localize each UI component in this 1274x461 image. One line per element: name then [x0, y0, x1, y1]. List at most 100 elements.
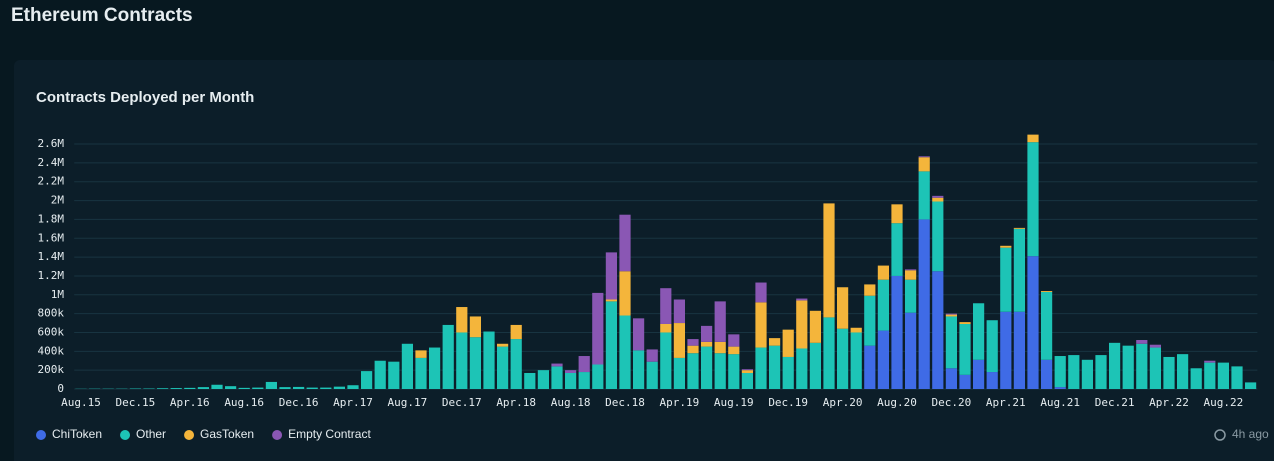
- bar-segment: [401, 343, 413, 389]
- bar-segment: [1081, 359, 1093, 389]
- bar-segment: [510, 339, 522, 389]
- bar-segment: [1000, 311, 1012, 389]
- bar-segment: [619, 214, 631, 272]
- bar-segment: [1109, 342, 1121, 389]
- refresh-icon[interactable]: [1214, 429, 1226, 441]
- bar-segment: [170, 388, 182, 389]
- bar-segment: [415, 357, 427, 389]
- bar-segment: [796, 300, 808, 349]
- bar-segment: [320, 387, 332, 389]
- bar-segment: [973, 303, 985, 360]
- bar-segment: [456, 332, 468, 389]
- legend-label[interactable]: Empty Contract: [288, 427, 371, 441]
- bar-segment: [782, 329, 794, 357]
- bar-segment: [1013, 227, 1025, 229]
- bar-segment: [728, 354, 740, 389]
- bar-segment: [1136, 340, 1148, 344]
- x-tick-label: Apr.21: [986, 396, 1026, 409]
- bar-segment: [755, 282, 767, 303]
- bar-segment: [932, 195, 944, 198]
- legend-label[interactable]: ChiToken: [52, 427, 102, 441]
- bar-segment: [1054, 356, 1066, 388]
- bar-segment: [374, 360, 386, 389]
- bar-segment: [864, 295, 876, 346]
- bar-segment: [605, 301, 617, 389]
- bar-segment: [891, 275, 903, 389]
- bar-segment: [945, 316, 957, 369]
- x-tick-label: Dec.15: [116, 396, 156, 409]
- x-tick-label: Aug.21: [1040, 396, 1080, 409]
- bar-segment: [565, 370, 577, 373]
- bar-segment: [1095, 355, 1107, 389]
- bar-segment: [660, 332, 672, 389]
- bar-segment: [823, 317, 835, 389]
- bar-segment: [796, 298, 808, 301]
- y-tick-label: 2M: [51, 194, 65, 207]
- bar-segment: [755, 302, 767, 348]
- bar-segment: [864, 345, 876, 389]
- bar-segment: [918, 171, 930, 220]
- bar-segment: [537, 370, 549, 389]
- bar-segment: [673, 299, 685, 324]
- bar-segment: [701, 346, 713, 389]
- bar-segment: [1217, 362, 1229, 389]
- legend-label[interactable]: Other: [136, 427, 166, 441]
- updated-label: 4h ago: [1232, 427, 1269, 441]
- bar-segment: [551, 366, 563, 389]
- bar-segment: [918, 157, 930, 172]
- bar-segment: [823, 203, 835, 318]
- bar-segment: [905, 279, 917, 313]
- bar-segment: [945, 314, 957, 317]
- x-tick-label: Apr.16: [170, 396, 210, 409]
- bar-segment: [945, 313, 957, 315]
- bar-segment: [306, 387, 318, 389]
- legend-swatch: [36, 430, 46, 440]
- bar-segment: [646, 361, 658, 389]
- bar-segment: [483, 331, 495, 389]
- y-tick-label: 400k: [38, 344, 65, 357]
- x-tick-label: Dec.17: [442, 396, 482, 409]
- bar-segment: [524, 372, 536, 389]
- bar-segment: [605, 252, 617, 300]
- bar-segment: [1000, 247, 1012, 312]
- bar-segment: [238, 387, 250, 389]
- bar-segment: [660, 323, 672, 333]
- bar-segment: [973, 359, 985, 389]
- bar-segment: [497, 343, 509, 347]
- bar-segment: [388, 361, 400, 389]
- bar-segment: [252, 387, 264, 389]
- bar-segment: [415, 350, 427, 358]
- x-tick-label: Aug.19: [714, 396, 754, 409]
- x-tick-label: Apr.18: [496, 396, 536, 409]
- bar-segment: [347, 385, 359, 389]
- bar-segment: [1041, 291, 1053, 360]
- bar-segment: [932, 271, 944, 389]
- bar-segment: [877, 265, 889, 280]
- bar-segment: [456, 307, 468, 333]
- bar-segment: [673, 357, 685, 389]
- x-tick-label: Dec.16: [279, 396, 319, 409]
- bar-segment: [918, 219, 930, 389]
- bar-segment: [905, 269, 917, 271]
- bar-segment: [932, 197, 944, 202]
- bar-segment: [184, 387, 196, 389]
- bar-segment: [293, 386, 305, 389]
- bar-segment: [959, 322, 971, 324]
- y-tick-label: 1.8M: [38, 212, 65, 225]
- x-tick-label: Dec.18: [605, 396, 645, 409]
- y-tick-label: 2.2M: [38, 175, 65, 188]
- card: [14, 60, 1274, 461]
- bar-segment: [918, 156, 930, 158]
- bar-segment: [429, 347, 441, 389]
- y-tick-label: 600k: [38, 325, 65, 338]
- legend-label[interactable]: GasToken: [200, 427, 254, 441]
- bar-segment: [891, 204, 903, 224]
- bar-segment: [850, 332, 862, 389]
- bar-segment: [1149, 344, 1161, 348]
- x-tick-label: Aug.18: [551, 396, 591, 409]
- bar-segment: [619, 271, 631, 316]
- bar-segment: [986, 372, 998, 389]
- bar-segment: [265, 381, 277, 389]
- bar-segment: [741, 369, 753, 371]
